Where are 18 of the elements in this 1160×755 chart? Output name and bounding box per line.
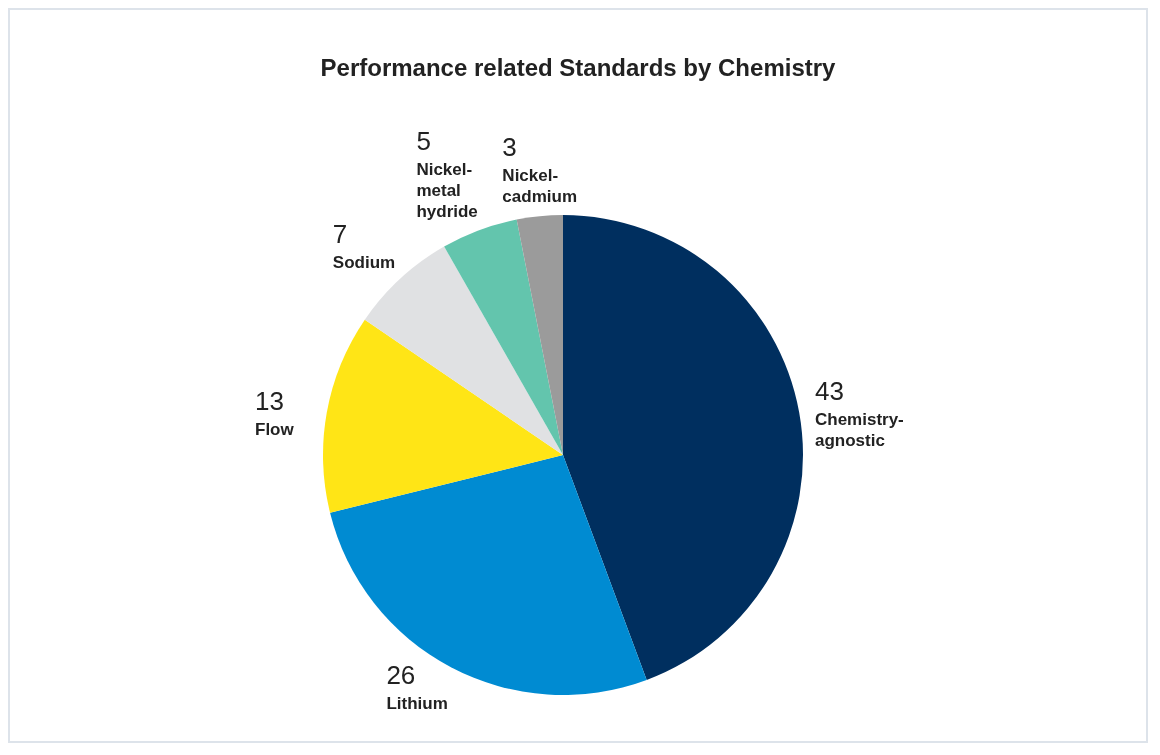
data-label: 3 (502, 132, 517, 163)
pie-slice (516, 215, 563, 455)
data-label: 26 (386, 659, 416, 690)
data-label: 7 (332, 219, 348, 250)
pie-slice (330, 455, 647, 695)
data-label: 13 (255, 386, 284, 417)
slice-label: Flow (255, 420, 295, 440)
slice-label: Sodium (332, 253, 396, 273)
slice-label: Nickel-metal hydride (416, 159, 478, 221)
pie-slice (444, 219, 563, 455)
pie-slice (323, 319, 563, 513)
slice-label: Lithium (386, 693, 448, 713)
data-label: 43 (814, 375, 844, 406)
data-label: 5 (416, 125, 431, 156)
chart-title: Performance related Standards by Chemistry (319, 54, 837, 82)
slice-label: Chemistry-agnostic (814, 409, 904, 450)
pie-slice (563, 215, 803, 680)
slice-label: Nickel-cadmium (502, 166, 577, 207)
